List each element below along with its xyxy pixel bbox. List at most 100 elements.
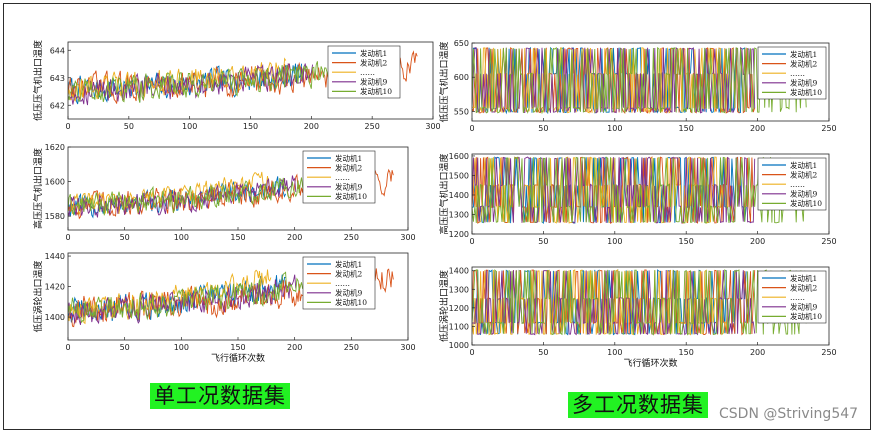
series-line-5 xyxy=(472,46,807,115)
y-tick-label: 1100 xyxy=(449,322,469,331)
series-lines xyxy=(472,156,807,224)
legend-label-3: …… xyxy=(790,293,805,302)
x-tick-label: 100 xyxy=(174,343,189,352)
chart-multi-hpc-outlet-temp: 0 50 100 150 200 250 1200 1300 1400 1500 1600高压压气机… xyxy=(438,152,837,246)
legend-label-5: 发动机10 xyxy=(335,297,367,307)
x-tick-label: 200 xyxy=(304,122,319,131)
series-line-5 xyxy=(68,57,348,103)
legend-label-1: 发动机1 xyxy=(335,153,362,163)
x-tick-label: 100 xyxy=(607,348,622,357)
legend-label-2: 发动机2 xyxy=(335,268,362,278)
x-tick-label: 250 xyxy=(821,237,836,246)
x-tick-label: 50 xyxy=(538,124,548,133)
x-tick-label: 250 xyxy=(344,343,359,352)
x-tick-label: 50 xyxy=(120,343,130,352)
legend-label-1: 发动机1 xyxy=(790,49,817,59)
legend-label-3: …… xyxy=(335,279,350,288)
x-tick-label: 50 xyxy=(124,122,134,131)
y-tick-label: 1500 xyxy=(449,171,469,180)
y-tick-label: 643 xyxy=(50,74,65,83)
x-tick-label: 300 xyxy=(425,122,440,131)
x-tick-label: 50 xyxy=(120,233,130,242)
x-tick-label: 0 xyxy=(65,122,70,131)
legend-label-2: 发动机2 xyxy=(335,162,362,172)
y-tick-label: 1580 xyxy=(45,212,65,221)
y-tick-label: 1300 xyxy=(449,285,469,294)
x-tick-label: 100 xyxy=(607,237,622,246)
y-tick-label: 1420 xyxy=(45,283,65,292)
y-tick-label: 642 xyxy=(50,101,65,110)
legend-label-4: 发动机9 xyxy=(335,288,362,298)
x-tick-label: 200 xyxy=(750,124,765,133)
x-tick-label: 300 xyxy=(400,343,415,352)
y-axis-label: 低压涡轮出口温度 xyxy=(32,260,44,332)
y-tick-label: 550 xyxy=(454,107,469,116)
legend-label-2: 发动机2 xyxy=(790,58,817,68)
y-tick-label: 600 xyxy=(454,73,469,82)
legend-label-2: 发动机2 xyxy=(360,57,387,67)
x-tick-label: 100 xyxy=(182,122,197,131)
legend-label-1: 发动机1 xyxy=(360,48,387,58)
legend-label-5: 发动机10 xyxy=(335,191,367,201)
x-tick-label: 200 xyxy=(750,348,765,357)
x-tick-label: 50 xyxy=(538,348,548,357)
single-condition-caption: 单工况数据集 xyxy=(150,383,290,409)
figure-frame xyxy=(3,3,871,430)
y-axis-label: 低压压气机出口温度 xyxy=(438,41,450,122)
legend-label-4: 发动机9 xyxy=(335,182,362,192)
legend-label-5: 发动机10 xyxy=(790,198,822,208)
y-tick-label: 1200 xyxy=(449,230,469,239)
legend-label-2: 发动机2 xyxy=(790,169,817,179)
axes-box xyxy=(471,153,830,235)
legend-label-5: 发动机10 xyxy=(790,311,822,321)
x-tick-label: 100 xyxy=(607,124,622,133)
legend-label-4: 发动机9 xyxy=(790,78,817,88)
legend-label-1: 发动机1 xyxy=(790,273,817,283)
chart-single-lpt-outlet-temp: 0 50 100 150 200 250 300 1400 1420 1440低压涡轮出口温度飞行… xyxy=(32,252,416,364)
legend-label-3: …… xyxy=(790,69,805,78)
y-tick-label: 650 xyxy=(454,39,469,48)
x-tick-label: 150 xyxy=(679,237,694,246)
x-tick-label: 300 xyxy=(400,233,415,242)
y-axis-label: 高压压气机出口温度 xyxy=(32,148,44,229)
legend-label-1: 发动机1 xyxy=(335,259,362,269)
y-tick-label: 1440 xyxy=(45,252,65,261)
legend-label-1: 发动机1 xyxy=(790,160,817,170)
x-tick-label: 0 xyxy=(469,348,474,357)
y-tick-label: 1620 xyxy=(45,143,65,152)
y-tick-label: 1000 xyxy=(449,341,469,350)
series-lines xyxy=(472,269,807,336)
series-line-5 xyxy=(472,269,807,336)
legend-label-5: 发动机10 xyxy=(790,87,822,97)
legend-label-2: 发动机2 xyxy=(790,282,817,292)
legend-label-4: 发动机9 xyxy=(360,77,387,87)
x-tick-label: 250 xyxy=(821,124,836,133)
y-axis-label: 高压压气机出口温度 xyxy=(438,153,450,234)
y-tick-label: 1400 xyxy=(45,313,65,322)
legend-label-3: …… xyxy=(790,180,805,189)
x-tick-label: 0 xyxy=(469,237,474,246)
x-tick-label: 200 xyxy=(287,343,302,352)
csdn-watermark: CSDN @Striving547 xyxy=(719,406,859,422)
series-line-4 xyxy=(472,156,756,224)
x-tick-label: 200 xyxy=(750,237,765,246)
x-tick-label: 150 xyxy=(230,233,245,242)
chart-multi-lpt-outlet-temp: 0 50 100 150 200 250 1000 1100 1200 1300 1400低压涡轮出… xyxy=(438,266,837,369)
x-tick-label: 0 xyxy=(469,124,474,133)
series-line-5 xyxy=(68,172,328,216)
chart-single-hpc-outlet-temp: 0 50 100 150 200 250 300158016001620高压压气机出口温度发… xyxy=(32,143,416,242)
x-tick-label: 50 xyxy=(538,237,548,246)
y-axis-label: 低压压气机出口温度 xyxy=(32,40,44,121)
x-tick-label: 250 xyxy=(365,122,380,131)
legend-box xyxy=(757,157,827,211)
axes-box xyxy=(471,42,830,122)
